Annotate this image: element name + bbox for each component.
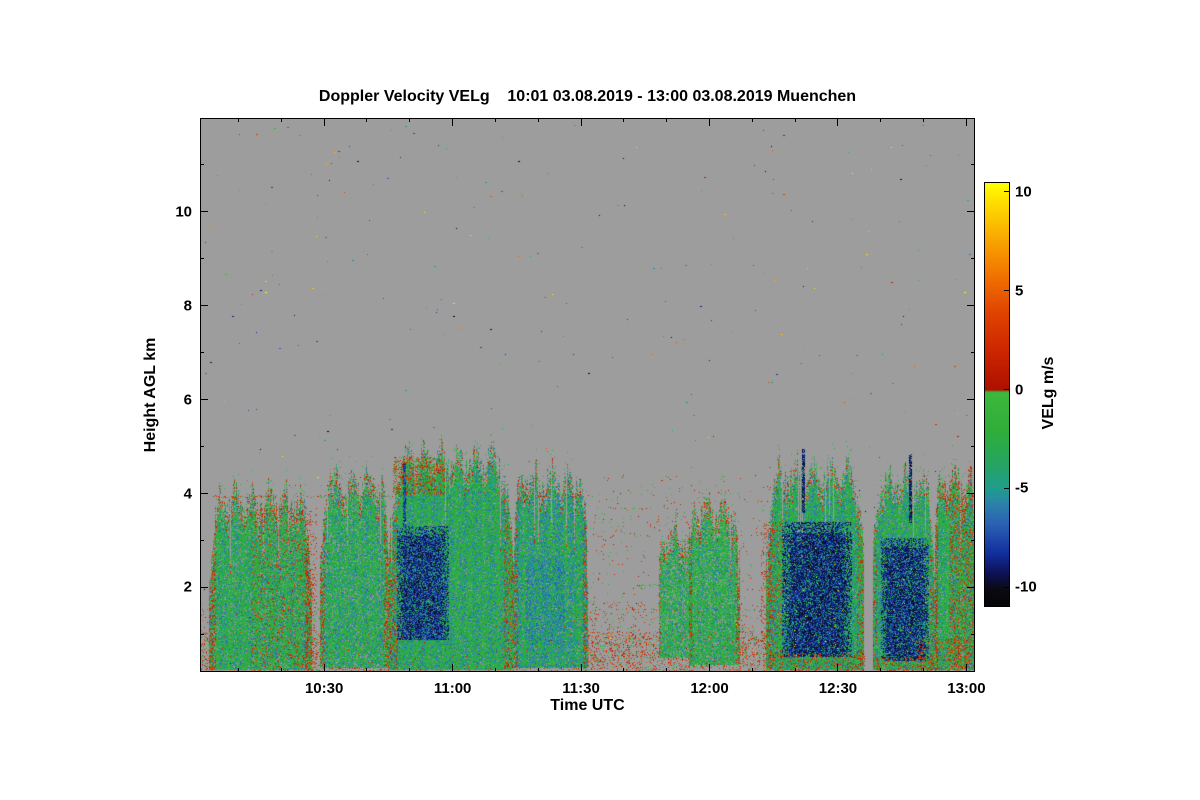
x-minor-tick xyxy=(623,118,625,122)
colorbar-tick xyxy=(1004,586,1009,588)
x-minor-tick xyxy=(238,668,240,672)
y-tick xyxy=(967,305,975,307)
y-tick xyxy=(200,305,208,307)
x-tick xyxy=(452,118,454,126)
x-tick xyxy=(709,664,711,672)
heatmap-canvas xyxy=(200,118,975,672)
x-minor-tick xyxy=(923,118,925,122)
x-minor-tick xyxy=(666,668,668,672)
x-tick-label: 10:30 xyxy=(304,680,344,697)
y-minor-tick xyxy=(971,633,975,635)
y-tick xyxy=(200,211,208,213)
colorbar-tick-label: -10 xyxy=(1015,578,1037,596)
x-minor-tick xyxy=(751,668,753,672)
x-minor-tick xyxy=(366,118,368,122)
x-tick-label: 12:30 xyxy=(818,680,858,697)
x-minor-tick xyxy=(794,668,796,672)
y-minor-tick xyxy=(971,352,975,354)
y-minor-tick xyxy=(971,446,975,448)
x-minor-tick xyxy=(880,118,882,122)
y-minor-tick xyxy=(200,540,204,542)
colorbar-tick xyxy=(1004,290,1009,292)
colorbar-tick xyxy=(1004,389,1009,391)
colorbar-tick-label: -5 xyxy=(1015,479,1029,497)
x-minor-tick xyxy=(238,118,240,122)
colorbar xyxy=(984,182,1010,607)
x-minor-tick xyxy=(280,668,282,672)
y-tick xyxy=(200,399,208,401)
x-minor-tick xyxy=(751,118,753,122)
x-minor-tick xyxy=(537,118,539,122)
colorbar-tick-label: 5 xyxy=(1015,282,1024,300)
x-tick xyxy=(580,118,582,126)
y-minor-tick xyxy=(971,540,975,542)
y-tick-label: 6 xyxy=(183,391,192,409)
y-tick-label: 4 xyxy=(183,485,192,503)
x-axis-title: Time UTC xyxy=(550,697,625,714)
y-tick xyxy=(200,586,208,588)
x-minor-tick xyxy=(880,668,882,672)
x-tick xyxy=(965,664,967,672)
x-tick-label: 13:00 xyxy=(947,680,986,697)
colorbar-tick xyxy=(1004,191,1009,193)
y-tick xyxy=(967,493,975,495)
colorbar-title: VELg m/s xyxy=(1040,356,1057,430)
y-tick xyxy=(967,211,975,213)
x-minor-tick xyxy=(280,118,282,122)
y-minor-tick xyxy=(971,258,975,260)
y-tick-label: 8 xyxy=(183,297,192,315)
colorbar-tick xyxy=(1004,487,1009,489)
x-tick xyxy=(837,664,839,672)
y-tick xyxy=(200,493,208,495)
x-tick xyxy=(965,118,967,126)
x-tick xyxy=(709,118,711,126)
x-minor-tick xyxy=(794,118,796,122)
y-tick xyxy=(967,586,975,588)
y-tick xyxy=(967,399,975,401)
x-tick xyxy=(580,664,582,672)
plot-area xyxy=(200,118,975,672)
y-minor-tick xyxy=(200,446,204,448)
x-tick-label: 11:30 xyxy=(562,680,600,697)
x-minor-tick xyxy=(623,668,625,672)
x-minor-tick xyxy=(366,668,368,672)
y-minor-tick xyxy=(200,258,204,260)
y-minor-tick xyxy=(200,352,204,354)
x-minor-tick xyxy=(666,118,668,122)
x-tick xyxy=(323,664,325,672)
x-tick-label: 11:00 xyxy=(433,680,472,697)
x-tick xyxy=(452,664,454,672)
colorbar-tick-label: 10 xyxy=(1015,183,1032,201)
y-tick-label: 10 xyxy=(175,203,192,221)
y-minor-tick xyxy=(200,164,204,166)
x-minor-tick xyxy=(923,668,925,672)
x-minor-tick xyxy=(409,118,411,122)
y-minor-tick xyxy=(200,633,204,635)
x-minor-tick xyxy=(494,668,496,672)
colorbar-canvas xyxy=(985,183,1009,606)
colorbar-tick-label: 0 xyxy=(1015,381,1024,399)
x-tick-label: 12:00 xyxy=(690,680,729,697)
x-minor-tick xyxy=(409,668,411,672)
x-minor-tick xyxy=(537,668,539,672)
x-tick xyxy=(323,118,325,126)
y-tick-label: 2 xyxy=(183,578,192,596)
chart-title: Doppler Velocity VELg 10:01 03.08.2019 -… xyxy=(318,88,857,105)
x-minor-tick xyxy=(494,118,496,122)
y-minor-tick xyxy=(971,164,975,166)
x-tick xyxy=(837,118,839,126)
